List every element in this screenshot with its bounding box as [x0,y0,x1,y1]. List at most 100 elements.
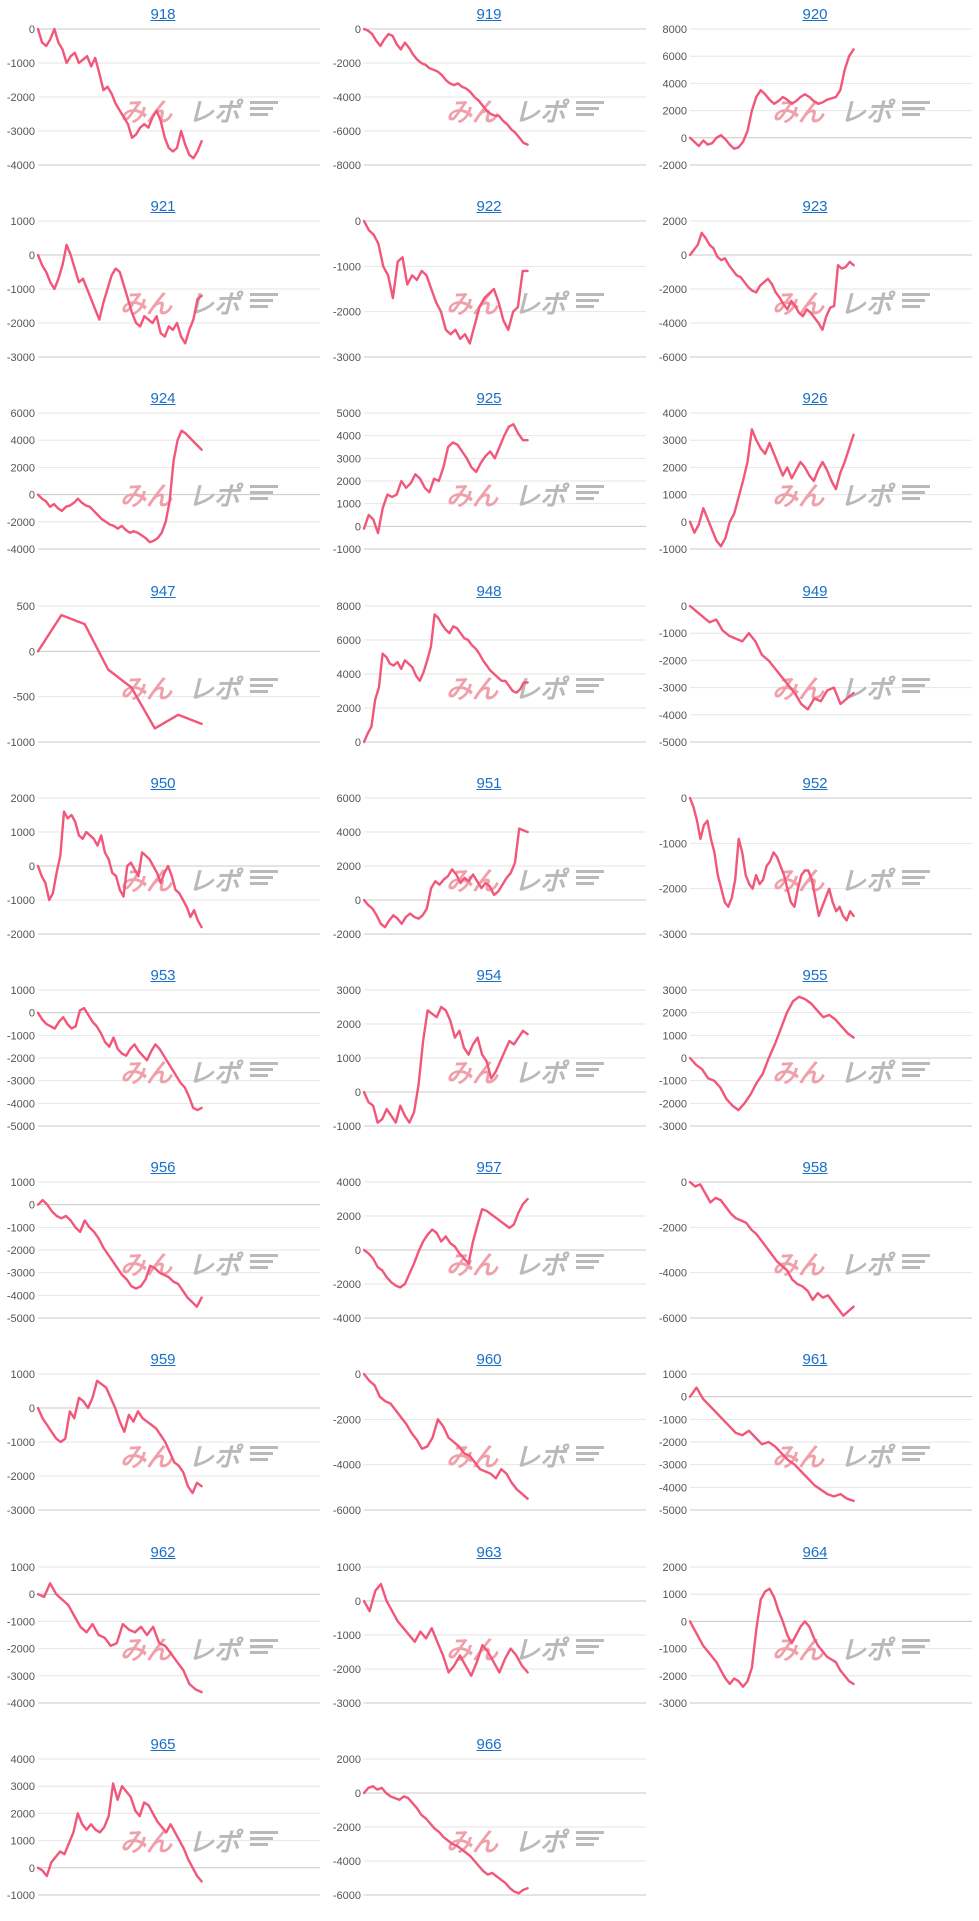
chart-title-link[interactable]: 925 [476,390,502,408]
watermark-stripe [250,1266,268,1270]
y-tick-label: -1000 [333,544,361,556]
watermark-stripe [902,869,930,873]
chart-title-link[interactable]: 948 [476,582,502,600]
line-chart: 5000 4000 3000 2000 1000 0 -1000 みん レポ [333,408,646,556]
y-tick-label: 2000 [11,793,35,805]
y-tick-label: 6000 [337,793,361,805]
series-line [688,48,855,150]
y-tick-label: 6000 [337,635,361,647]
watermark-stripe [576,497,594,501]
chart-title-link[interactable]: 956 [150,1159,176,1177]
line-chart: 2000 1000 0 -1000 -2000 みん レポ [7,793,320,941]
chart-title-link[interactable]: 953 [150,967,176,984]
chart-title-link[interactable]: 952 [802,774,828,792]
y-tick-label: -2000 [333,307,361,319]
chart-title-link[interactable]: 922 [476,198,502,216]
y-tick-label: 8000 [337,601,361,613]
watermark-text-b: レポ [188,1828,244,1858]
chart-title-link[interactable]: 965 [150,1735,176,1753]
chart-panel: 951 6000 4000 2000 0 -2000 みん レポ [326,769,652,960]
watermark-stripe [902,1638,930,1642]
chart-title-link[interactable]: 960 [476,1351,502,1369]
y-tick-label: -6000 [333,126,361,138]
y-tick-label: 2000 [663,1008,687,1020]
chart-title-link[interactable]: 926 [802,390,828,408]
chart-panel: 926 4000 3000 2000 1000 0 -1000 みん レポ [652,384,978,575]
y-tick-label: -2000 [659,284,687,296]
watermark-text-b: レポ [840,867,896,897]
line-chart: 1000 0 -1000 -2000 -3000 -4000 -5000 みん レポ [659,1369,972,1517]
watermark-stripe [902,1452,925,1456]
watermark-stripe [250,689,268,693]
chart-title-link[interactable]: 959 [150,1351,176,1369]
watermark-text-b: レポ [514,482,570,512]
watermark-text-a: みん [446,290,499,320]
chart-title-link[interactable]: 949 [802,582,828,600]
y-tick-label: 3000 [337,985,361,997]
y-tick-label: -3000 [7,1268,35,1280]
chart-title-link[interactable]: 958 [802,1159,828,1177]
watermark-stripe [250,299,273,303]
y-tick-label: -3000 [659,929,687,941]
watermark-text-b: レポ [188,482,244,512]
chart-title-link[interactable]: 920 [802,6,828,23]
watermark-stripe [250,1446,278,1450]
y-tick-label: -2000 [7,1053,35,1065]
watermark-text-b: レポ [188,1251,244,1281]
watermark-text-a: みん [120,482,173,512]
chart-title-link[interactable]: 950 [150,774,176,792]
watermark-stripe [576,305,594,309]
series-line [36,429,203,544]
chart-title-link[interactable]: 957 [476,1159,502,1177]
watermark-text-b: レポ [514,1443,570,1473]
watermark-stripe [576,113,594,116]
y-tick-label: -4000 [333,92,361,104]
watermark-logo: みん レポ [120,1443,278,1473]
chart-title-link[interactable]: 966 [476,1735,502,1753]
y-tick-label: 4000 [663,408,687,420]
y-tick-label: 0 [355,737,361,749]
y-tick-label: -2000 [7,318,35,330]
chart-title-link[interactable]: 963 [476,1543,502,1561]
watermark-text-a: みん [120,1443,173,1473]
watermark-text-b: レポ [514,290,570,320]
series-line [36,1006,203,1112]
watermark-logo: みん レポ [120,867,278,897]
y-tick-label: 4000 [663,78,687,90]
series-line [36,27,203,160]
watermark-stripe [250,491,273,495]
chart-panel: 918 0 -1000 -2000 -3000 -4000 みん レポ [0,0,326,191]
watermark-logo: みん レポ [446,1828,604,1858]
y-tick-label: -1000 [659,628,687,640]
chart-title-link[interactable]: 921 [150,198,176,216]
watermark-stripe [576,107,599,110]
chart-title-link[interactable]: 962 [150,1543,176,1561]
series-line [688,428,855,548]
watermark-text-b: レポ [514,1636,570,1666]
y-tick-label: -4000 [333,1856,361,1868]
chart-title-link[interactable]: 924 [150,390,176,408]
chart-title-link[interactable]: 951 [476,774,502,792]
y-tick-label: -3000 [333,1698,361,1710]
line-chart: 0 -2000 -4000 -6000 みん レポ [333,1369,646,1517]
watermark-text-a: みん [446,1828,499,1858]
y-tick-label: -2000 [333,929,361,941]
watermark-logo: みん レポ [446,482,604,512]
watermark-stripe [576,1254,604,1258]
y-tick-label: 0 [681,1053,687,1065]
watermark-logo: みん レポ [772,1251,930,1281]
chart-title-link[interactable]: 919 [476,6,502,23]
chart-title-link[interactable]: 947 [150,582,176,600]
watermark-stripe [902,113,920,116]
watermark-stripe [576,1068,599,1071]
chart-title-link[interactable]: 918 [150,6,176,23]
chart-title-link[interactable]: 923 [802,198,828,216]
y-tick-label: -2000 [7,1643,35,1655]
chart-title-link[interactable]: 961 [802,1351,828,1369]
chart-title-link[interactable]: 955 [802,967,828,984]
y-tick-label: 0 [355,216,361,228]
chart-title-link[interactable]: 954 [476,967,502,984]
chart-title-link[interactable]: 964 [802,1543,828,1561]
y-tick-label: 1000 [11,1835,35,1847]
watermark-stripe [250,1842,268,1846]
